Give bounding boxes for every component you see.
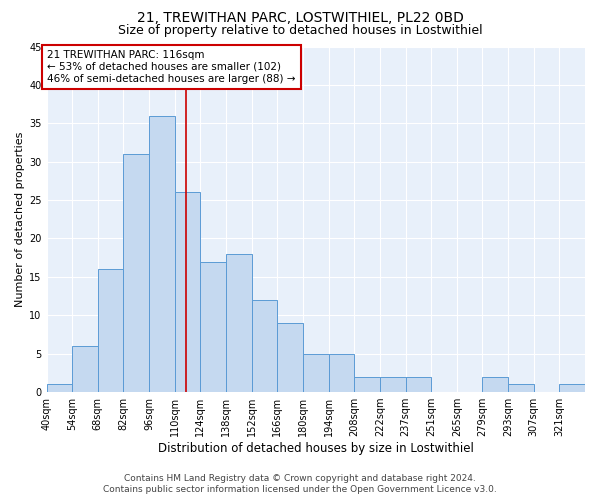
Bar	[482, 376, 508, 392]
Y-axis label: Number of detached properties: Number of detached properties	[15, 132, 25, 307]
Text: Size of property relative to detached houses in Lostwithiel: Size of property relative to detached ho…	[118, 24, 482, 37]
Bar	[124, 154, 149, 392]
Bar	[559, 384, 585, 392]
Bar	[354, 376, 380, 392]
Bar	[175, 192, 200, 392]
Text: Contains HM Land Registry data © Crown copyright and database right 2024.
Contai: Contains HM Land Registry data © Crown c…	[103, 474, 497, 494]
Bar	[47, 384, 72, 392]
Bar	[200, 262, 226, 392]
Bar	[406, 376, 431, 392]
Text: 21 TREWITHAN PARC: 116sqm
← 53% of detached houses are smaller (102)
46% of semi: 21 TREWITHAN PARC: 116sqm ← 53% of detac…	[47, 50, 296, 84]
Bar	[98, 269, 124, 392]
Bar	[329, 354, 354, 392]
Bar	[303, 354, 329, 392]
X-axis label: Distribution of detached houses by size in Lostwithiel: Distribution of detached houses by size …	[158, 442, 474, 455]
Bar	[380, 376, 406, 392]
Bar	[72, 346, 98, 392]
Bar	[149, 116, 175, 392]
Bar	[508, 384, 534, 392]
Bar	[226, 254, 251, 392]
Bar	[277, 323, 303, 392]
Bar	[251, 300, 277, 392]
Text: 21, TREWITHAN PARC, LOSTWITHIEL, PL22 0BD: 21, TREWITHAN PARC, LOSTWITHIEL, PL22 0B…	[137, 11, 463, 25]
